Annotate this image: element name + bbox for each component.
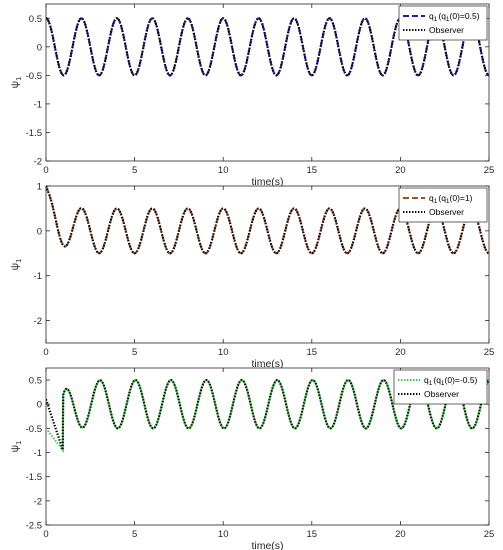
legend-entry: Observer xyxy=(429,25,464,35)
y-axis-label: ψ1 xyxy=(9,259,23,271)
legend-box xyxy=(398,5,488,41)
x-tick-label: 20 xyxy=(395,165,406,176)
x-tick-label: 25 xyxy=(484,529,495,540)
y-tick-label: 0 xyxy=(37,400,42,411)
observer-series-line xyxy=(46,17,489,77)
legend: q1(q1(0)=-0.5) Observer xyxy=(393,369,488,405)
y-tick-label: -1 xyxy=(34,271,42,282)
legend-entry: q1(q1(0)=1) xyxy=(429,193,473,205)
y-axis-label: ψ1 xyxy=(9,441,23,453)
x-axis-label: time(s) xyxy=(251,358,283,370)
x-tick-label: 15 xyxy=(307,347,318,358)
y-tick-label: 1 xyxy=(37,182,42,193)
y-tick-label: -2 xyxy=(34,157,42,168)
y-tick-label: -2 xyxy=(34,316,42,327)
legend-box xyxy=(398,187,488,223)
legend-entry: q1(q1(0)=-0.5) xyxy=(424,375,478,387)
x-tick-label: 10 xyxy=(218,529,229,540)
legend: q1(q1(0)=1) Observer xyxy=(398,187,488,223)
x-tick-label: 25 xyxy=(484,165,495,176)
y-tick-label: 0 xyxy=(37,226,42,237)
observer-series-line xyxy=(46,378,489,451)
x-tick-label: 5 xyxy=(132,529,137,540)
chart-panel-1: 0 5 10 15 20 25 -2 -1.5 -1 -0.5 0 0.5 time(s) ψ1 q1(q1… xyxy=(9,3,495,188)
legend-entry: Observer xyxy=(424,389,459,399)
x-axis-label: time(s) xyxy=(251,540,283,550)
y-tick-label: -1 xyxy=(34,99,42,110)
legend-entry: q1(q1(0)=0.5) xyxy=(429,11,480,23)
y-tick-label: -0.5 xyxy=(26,424,42,435)
y-tick-label: -1 xyxy=(34,448,42,459)
y-tick-label: 0 xyxy=(37,42,42,53)
x-tick-label: 15 xyxy=(307,165,318,176)
x-axis-label: time(s) xyxy=(251,176,283,188)
legend-box xyxy=(393,369,488,405)
x-tick-label: 0 xyxy=(43,529,48,540)
y-tick-label: -0.5 xyxy=(26,71,42,82)
x-tick-label: 20 xyxy=(395,347,406,358)
x-tick-label: 5 xyxy=(132,165,137,176)
y-axis-label: ψ1 xyxy=(9,77,23,89)
y-tick-label: -2.5 xyxy=(26,521,42,532)
x-tick-label: 5 xyxy=(132,347,137,358)
y-tick-label: 0.5 xyxy=(29,376,42,387)
legend-entry: Observer xyxy=(429,207,464,217)
x-tick-label: 0 xyxy=(43,165,48,176)
x-tick-label: 10 xyxy=(218,165,229,176)
chart-panel-2: 0 5 10 15 20 25 -2 -1 0 1 time(s) ψ1 q1(q1(0)=1) Obse… xyxy=(9,182,494,371)
observer-series-line xyxy=(46,186,489,255)
legend: q1(q1(0)=0.5) Observer xyxy=(398,5,488,41)
q1-series-line xyxy=(46,17,489,77)
x-tick-label: 15 xyxy=(307,529,318,540)
y-tick-label: -1.5 xyxy=(26,472,42,483)
x-tick-label: 0 xyxy=(43,347,48,358)
x-tick-label: 25 xyxy=(484,347,495,358)
y-tick-label: -2 xyxy=(34,496,42,507)
x-tick-label: 10 xyxy=(218,347,229,358)
x-tick-label: 20 xyxy=(395,529,406,540)
y-tick-label: 0.5 xyxy=(29,14,42,25)
chart-panel-3: 0 5 10 15 20 25 -2.5 -2 -1.5 -1 -0.5 0 0.5 time(s) ψ1 q… xyxy=(9,367,495,550)
y-tick-label: -1.5 xyxy=(26,128,42,139)
